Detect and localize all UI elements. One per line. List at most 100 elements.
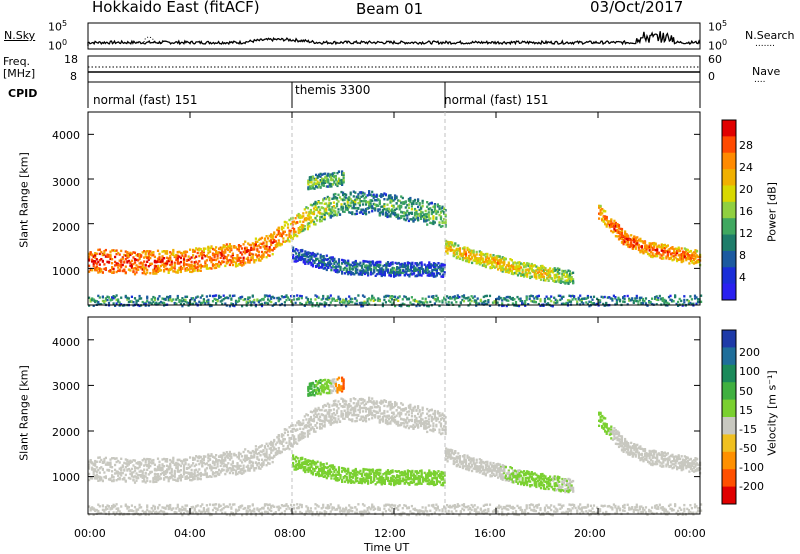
power-cell xyxy=(369,203,372,207)
velocity-cell xyxy=(302,431,305,435)
velocity-cell xyxy=(426,473,429,476)
velocity-cell xyxy=(353,469,356,472)
power-cell xyxy=(423,270,426,273)
power-cell xyxy=(169,263,172,267)
power-cell xyxy=(305,260,308,263)
power-cell xyxy=(402,271,405,274)
velocity-cell xyxy=(436,410,439,413)
power-cell xyxy=(336,172,339,175)
velocity-cell xyxy=(340,397,343,400)
power-cell xyxy=(169,268,172,272)
power-cell xyxy=(305,211,308,214)
power-cell xyxy=(378,199,381,202)
power-cell xyxy=(237,263,241,266)
power-cell xyxy=(166,262,169,265)
velocity-cell xyxy=(277,437,280,440)
velocity-cell xyxy=(341,480,344,483)
velocity-cell xyxy=(439,423,443,427)
velocity-cell xyxy=(279,451,282,455)
power-cell xyxy=(307,187,310,191)
power-cell xyxy=(335,202,339,205)
velocity-cell xyxy=(334,478,337,482)
velocity-cell xyxy=(331,473,334,476)
power-cell xyxy=(293,250,296,253)
velocity-cell xyxy=(129,461,132,464)
power-cell xyxy=(159,260,163,263)
velocity-cell xyxy=(359,477,362,481)
velocity-cell xyxy=(350,479,353,482)
velocity-cell xyxy=(349,408,352,412)
power-cell xyxy=(446,247,449,250)
power-cell xyxy=(210,267,213,270)
velocity-cell xyxy=(111,457,114,460)
power-cell xyxy=(317,205,320,209)
velocity-cell xyxy=(332,403,335,407)
power-cell xyxy=(325,177,328,181)
power-cell xyxy=(117,269,120,272)
velocity-cell xyxy=(314,430,317,433)
velocity-cell xyxy=(335,409,339,412)
power-cell xyxy=(227,261,230,264)
power-cell xyxy=(414,274,417,278)
velocity-cell xyxy=(227,456,230,459)
power-cell xyxy=(185,269,189,272)
power-cell xyxy=(213,255,216,259)
velocity-cell xyxy=(117,459,120,463)
power-cell xyxy=(299,214,302,217)
velocity-cell xyxy=(296,464,299,467)
power-cell xyxy=(306,214,309,217)
power-cell xyxy=(320,215,323,219)
velocity-cell xyxy=(205,475,208,479)
velocity-cell xyxy=(432,480,435,484)
power-cell xyxy=(273,232,276,236)
velocity-cell xyxy=(319,464,322,467)
velocity-cell xyxy=(349,411,352,414)
velocity-cell xyxy=(91,468,94,471)
power-cell xyxy=(385,269,388,272)
power-cell xyxy=(347,272,350,276)
velocity-cell xyxy=(362,467,365,471)
power-cell xyxy=(196,269,199,273)
velocity-cell xyxy=(417,420,420,423)
power-cell xyxy=(176,259,179,262)
power-cell xyxy=(426,223,429,226)
power-cell xyxy=(239,251,242,254)
power-cell xyxy=(325,202,328,205)
power-cell xyxy=(230,261,233,264)
velocity-cell xyxy=(341,378,344,381)
power-cell xyxy=(345,193,348,196)
velocity-cell xyxy=(387,401,391,404)
power-cell xyxy=(328,256,331,260)
velocity-cell xyxy=(262,453,265,456)
velocity-cell xyxy=(382,479,385,482)
power-cell xyxy=(299,258,302,261)
power-cell xyxy=(383,272,386,275)
velocity-cell xyxy=(403,478,406,482)
power-cell xyxy=(95,262,98,265)
power-cell xyxy=(303,217,306,220)
power-cell xyxy=(111,266,114,269)
velocity-cell xyxy=(379,469,382,472)
velocity-cell xyxy=(317,407,320,411)
power-cell xyxy=(260,236,264,240)
power-cell xyxy=(438,207,441,211)
power-cell xyxy=(386,261,390,264)
velocity-cell xyxy=(146,457,149,461)
power-cell xyxy=(239,261,242,265)
power-cell xyxy=(300,223,303,227)
power-cell xyxy=(396,266,399,269)
power-cell xyxy=(335,204,339,208)
velocity-cell xyxy=(420,421,423,424)
velocity-cell xyxy=(396,481,399,485)
velocity-cell xyxy=(245,455,248,458)
power-cell xyxy=(360,272,364,275)
velocity-cell xyxy=(308,384,311,388)
velocity-cell xyxy=(280,433,283,436)
velocity-cell xyxy=(169,471,172,475)
velocity-cell xyxy=(343,417,346,420)
velocity-cell xyxy=(221,462,224,465)
velocity-cell xyxy=(441,471,445,474)
power-cell xyxy=(386,262,390,265)
velocity-cell xyxy=(444,432,447,436)
power-cell xyxy=(440,275,443,278)
